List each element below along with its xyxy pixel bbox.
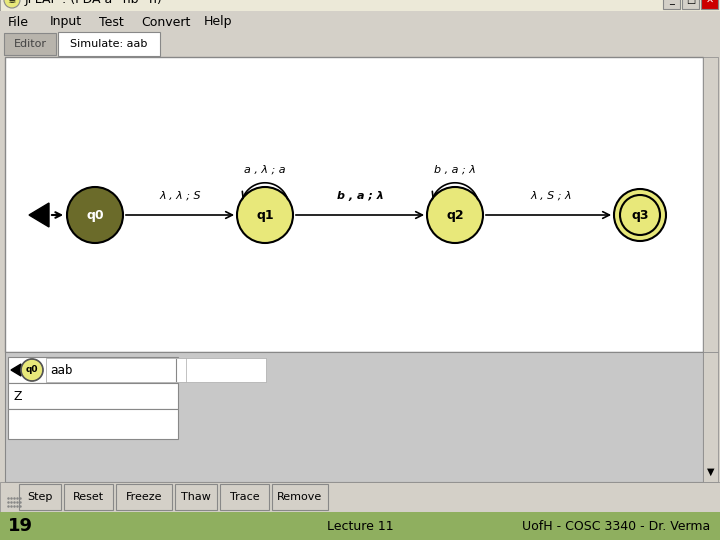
Text: q0: q0 — [26, 366, 38, 375]
Text: q3: q3 — [631, 208, 649, 221]
Text: Simulate: aab: Simulate: aab — [71, 39, 148, 49]
Text: 19: 19 — [8, 517, 33, 535]
FancyBboxPatch shape — [58, 32, 160, 56]
FancyBboxPatch shape — [8, 409, 178, 439]
Text: Help: Help — [204, 16, 233, 29]
FancyBboxPatch shape — [5, 57, 703, 352]
Text: aab: aab — [50, 363, 73, 376]
FancyBboxPatch shape — [175, 484, 217, 510]
Text: JFLAP : (PDA a^nb^n): JFLAP : (PDA a^nb^n) — [25, 0, 163, 6]
FancyBboxPatch shape — [701, 0, 718, 9]
FancyBboxPatch shape — [5, 352, 703, 482]
FancyBboxPatch shape — [663, 0, 680, 9]
Text: Test: Test — [99, 16, 124, 29]
Text: b , a ; λ: b , a ; λ — [337, 191, 383, 201]
Circle shape — [4, 0, 20, 8]
Text: Z: Z — [13, 389, 22, 402]
Text: UofH - COSC 3340 - Dr. Verma: UofH - COSC 3340 - Dr. Verma — [522, 519, 710, 532]
Text: q1: q1 — [256, 208, 274, 221]
Circle shape — [620, 195, 660, 235]
Circle shape — [427, 187, 483, 243]
Circle shape — [21, 359, 43, 381]
FancyBboxPatch shape — [0, 33, 720, 57]
FancyBboxPatch shape — [8, 357, 178, 383]
Text: File: File — [8, 16, 29, 29]
FancyBboxPatch shape — [0, 482, 720, 512]
FancyBboxPatch shape — [4, 33, 56, 55]
Text: Trace: Trace — [230, 492, 259, 502]
FancyBboxPatch shape — [0, 512, 720, 540]
FancyBboxPatch shape — [0, 11, 720, 33]
Text: ✕: ✕ — [706, 0, 714, 5]
Polygon shape — [11, 364, 21, 376]
Text: λ , S ; λ: λ , S ; λ — [531, 191, 572, 201]
Text: Convert: Convert — [141, 16, 190, 29]
Text: q2: q2 — [446, 208, 464, 221]
Text: _: _ — [669, 0, 674, 5]
FancyBboxPatch shape — [703, 352, 718, 482]
FancyBboxPatch shape — [19, 484, 61, 510]
FancyBboxPatch shape — [220, 484, 269, 510]
FancyBboxPatch shape — [8, 383, 178, 409]
FancyBboxPatch shape — [0, 0, 720, 11]
FancyBboxPatch shape — [272, 484, 328, 510]
FancyBboxPatch shape — [682, 0, 699, 9]
Circle shape — [67, 187, 123, 243]
Text: ▼: ▼ — [707, 467, 714, 477]
Text: b , a ; λ: b , a ; λ — [434, 165, 476, 175]
Text: a , λ ; a: a , λ ; a — [244, 165, 286, 175]
FancyBboxPatch shape — [116, 484, 172, 510]
Text: Thaw: Thaw — [181, 492, 211, 502]
Text: Input: Input — [50, 16, 82, 29]
Circle shape — [237, 187, 293, 243]
FancyBboxPatch shape — [703, 57, 718, 352]
FancyBboxPatch shape — [46, 358, 186, 382]
Text: Freeze: Freeze — [126, 492, 162, 502]
Text: □: □ — [686, 0, 695, 5]
Text: Reset: Reset — [73, 492, 104, 502]
FancyBboxPatch shape — [64, 484, 113, 510]
Text: Remove: Remove — [277, 492, 323, 502]
Text: q0: q0 — [86, 208, 104, 221]
Text: Editor: Editor — [14, 39, 47, 49]
Text: Step: Step — [27, 492, 53, 502]
FancyBboxPatch shape — [46, 358, 266, 382]
Circle shape — [614, 189, 666, 241]
Polygon shape — [29, 203, 49, 227]
Text: ☕: ☕ — [8, 0, 17, 5]
Text: Lecture 11: Lecture 11 — [327, 519, 393, 532]
Text: λ , λ ; S: λ , λ ; S — [159, 191, 201, 201]
